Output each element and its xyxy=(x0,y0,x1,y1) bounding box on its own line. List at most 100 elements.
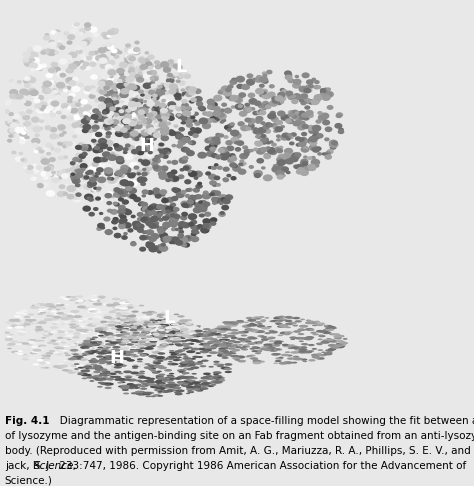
Circle shape xyxy=(170,340,178,343)
Circle shape xyxy=(247,123,255,128)
Circle shape xyxy=(329,145,337,150)
Circle shape xyxy=(201,227,208,232)
Circle shape xyxy=(63,192,68,196)
Circle shape xyxy=(107,313,115,315)
Circle shape xyxy=(156,204,164,210)
Circle shape xyxy=(212,381,220,383)
Circle shape xyxy=(109,28,118,35)
Circle shape xyxy=(86,126,95,133)
Circle shape xyxy=(70,161,75,165)
Circle shape xyxy=(110,362,117,364)
Circle shape xyxy=(66,44,73,49)
Circle shape xyxy=(154,120,161,125)
Circle shape xyxy=(190,339,199,342)
Circle shape xyxy=(106,374,111,375)
Circle shape xyxy=(137,172,147,178)
Circle shape xyxy=(120,192,126,196)
Circle shape xyxy=(178,74,184,79)
Circle shape xyxy=(154,365,162,368)
Circle shape xyxy=(294,152,301,157)
Circle shape xyxy=(300,350,306,352)
Circle shape xyxy=(124,57,129,61)
Circle shape xyxy=(174,350,183,353)
Circle shape xyxy=(100,382,109,385)
Circle shape xyxy=(10,324,15,325)
Circle shape xyxy=(224,367,232,370)
Circle shape xyxy=(200,383,208,385)
Circle shape xyxy=(205,145,213,152)
Circle shape xyxy=(329,139,338,146)
Circle shape xyxy=(127,59,134,64)
Circle shape xyxy=(146,338,151,340)
Circle shape xyxy=(77,306,86,309)
Circle shape xyxy=(270,111,276,116)
Circle shape xyxy=(135,110,142,115)
Circle shape xyxy=(172,105,178,109)
Circle shape xyxy=(155,81,161,86)
Circle shape xyxy=(137,358,143,360)
Circle shape xyxy=(73,370,82,373)
Circle shape xyxy=(118,302,122,304)
Circle shape xyxy=(79,326,85,328)
Circle shape xyxy=(293,330,301,333)
Circle shape xyxy=(285,320,292,322)
Circle shape xyxy=(213,376,218,377)
Circle shape xyxy=(110,146,117,151)
Circle shape xyxy=(161,208,171,215)
Circle shape xyxy=(74,348,79,349)
Circle shape xyxy=(153,211,159,215)
Circle shape xyxy=(75,156,84,161)
Circle shape xyxy=(219,194,228,201)
Circle shape xyxy=(200,350,209,353)
Circle shape xyxy=(123,370,132,373)
Circle shape xyxy=(246,79,255,86)
Circle shape xyxy=(303,88,311,93)
Circle shape xyxy=(15,316,25,320)
Circle shape xyxy=(279,316,283,318)
Circle shape xyxy=(186,388,193,390)
Circle shape xyxy=(38,345,46,347)
Circle shape xyxy=(221,205,229,210)
Circle shape xyxy=(93,371,101,373)
Circle shape xyxy=(307,156,312,160)
Circle shape xyxy=(239,159,245,163)
Circle shape xyxy=(248,329,257,331)
Circle shape xyxy=(153,360,158,362)
Circle shape xyxy=(258,104,264,108)
Circle shape xyxy=(90,74,98,80)
Circle shape xyxy=(216,377,225,380)
Circle shape xyxy=(89,367,95,369)
Circle shape xyxy=(20,331,27,333)
Circle shape xyxy=(136,119,144,124)
Circle shape xyxy=(115,107,122,112)
Circle shape xyxy=(182,222,190,228)
Circle shape xyxy=(124,171,129,175)
Circle shape xyxy=(143,214,149,219)
Circle shape xyxy=(277,92,286,98)
Circle shape xyxy=(325,126,332,132)
Circle shape xyxy=(267,338,272,340)
Circle shape xyxy=(27,76,36,84)
Circle shape xyxy=(49,330,58,333)
Circle shape xyxy=(213,381,223,383)
Circle shape xyxy=(309,140,318,146)
Circle shape xyxy=(127,323,132,325)
Circle shape xyxy=(143,83,152,89)
Circle shape xyxy=(107,35,111,38)
Circle shape xyxy=(177,321,184,324)
Circle shape xyxy=(63,155,68,159)
Circle shape xyxy=(328,339,335,341)
Circle shape xyxy=(246,324,253,327)
Circle shape xyxy=(326,87,331,91)
Circle shape xyxy=(134,66,144,72)
Circle shape xyxy=(132,331,140,334)
Circle shape xyxy=(129,107,137,113)
Circle shape xyxy=(185,91,193,97)
Circle shape xyxy=(96,309,100,311)
Circle shape xyxy=(16,343,22,345)
Circle shape xyxy=(128,304,134,306)
Circle shape xyxy=(81,62,88,68)
Circle shape xyxy=(264,346,270,347)
Circle shape xyxy=(150,74,159,81)
Circle shape xyxy=(274,353,281,355)
